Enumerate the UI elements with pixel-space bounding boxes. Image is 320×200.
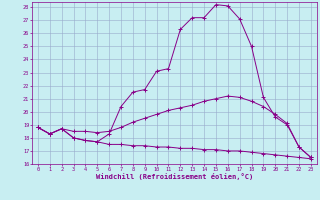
X-axis label: Windchill (Refroidissement éolien,°C): Windchill (Refroidissement éolien,°C)	[96, 173, 253, 180]
